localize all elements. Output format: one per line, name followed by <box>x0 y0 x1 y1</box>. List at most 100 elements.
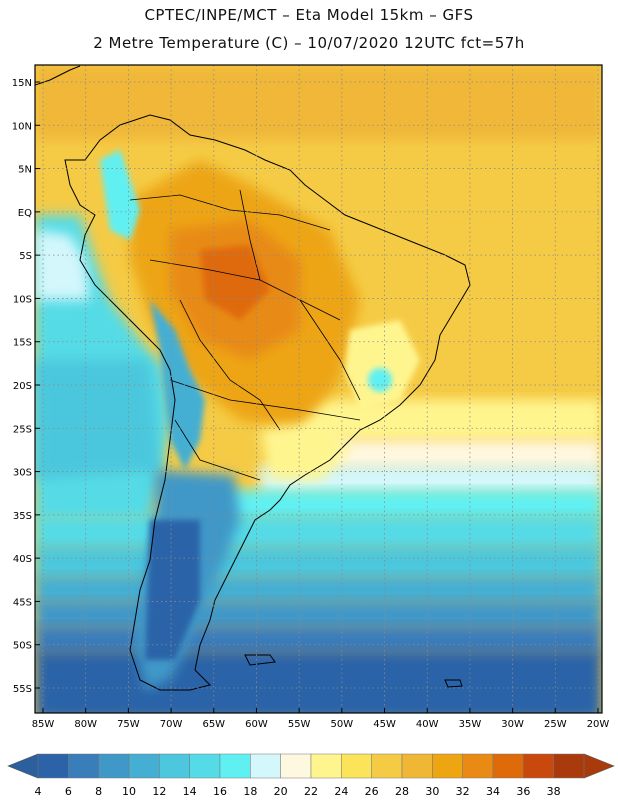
lat-label: 25S <box>13 424 32 435</box>
lon-label: 25W <box>544 719 567 730</box>
falklands <box>244 654 276 666</box>
colorbar-swatch <box>401 753 433 779</box>
field-north-warm <box>35 65 602 140</box>
lat-label: 10N <box>12 121 32 132</box>
colorbar-label: 28 <box>395 785 409 798</box>
colorbar-label: 18 <box>243 785 257 798</box>
coastlines <box>35 65 471 691</box>
border-line-1 <box>129 194 331 231</box>
border-line-4 <box>169 379 361 421</box>
colorbar-label: 20 <box>274 785 288 798</box>
longitude-labels: 85W 80W 75W 70W 65W 60W 55W 50W 45W 40W 35W 30W 25W 2… <box>32 719 610 730</box>
colorbar-swatch <box>553 753 585 779</box>
lat-label: 40S <box>13 554 32 565</box>
colorbar-label: 6 <box>65 785 72 798</box>
colorbar-label: 14 <box>183 785 197 798</box>
colorbar-label: 16 <box>213 785 227 798</box>
colorbar-label: 12 <box>152 785 166 798</box>
lon-label: 60W <box>245 719 268 730</box>
lon-label: 75W <box>117 719 140 730</box>
field-atl-24 <box>300 400 602 440</box>
map-title-line1: CPTEC/INPE/MCT – Eta Model 15km – GFS <box>144 6 474 24</box>
field-atl-12 <box>35 545 602 580</box>
field-highlands-24 <box>345 320 420 410</box>
colorbar-swatch <box>310 753 342 779</box>
temperature-field <box>35 65 602 713</box>
colorbar-label: 4 <box>35 785 42 798</box>
colorbar-label: 10 <box>122 785 136 798</box>
lat-label: 20S <box>13 381 32 392</box>
field-continent-34 <box>200 245 270 320</box>
colorbar-swatch <box>159 753 190 779</box>
map-frame <box>34 64 603 714</box>
field-atl-4 <box>35 650 602 713</box>
lon-label: 30W <box>501 719 524 730</box>
colorbar-label: 38 <box>547 785 561 798</box>
south-america-outline <box>64 114 471 691</box>
lon-label: 80W <box>74 719 97 730</box>
colorbar-swatch <box>371 753 403 779</box>
field-south-brazil-24 <box>260 420 350 480</box>
colorbar-label: 22 <box>304 785 318 798</box>
field-patagonia-4 <box>145 520 200 660</box>
colorbar-swatch <box>432 753 463 779</box>
map-title-line2: 2 Metre Temperature (C) – 10/07/2020 12U… <box>93 34 525 52</box>
lon-label: 35W <box>459 719 482 730</box>
lat-label: 15S <box>13 338 32 349</box>
colorbar-label: 8 <box>95 785 102 798</box>
colorbar-label: 32 <box>456 785 470 798</box>
field-pacific-12 <box>35 360 160 480</box>
colorbar-swatch <box>523 753 554 779</box>
colorbar-swatch <box>219 753 251 779</box>
colorbar-label: 24 <box>334 785 348 798</box>
border-line-5 <box>239 189 261 281</box>
field-highlands-16 <box>368 368 392 392</box>
border-line-7 <box>174 419 261 481</box>
border-line-3 <box>179 299 281 431</box>
colorbar-label: 26 <box>365 785 379 798</box>
lon-label: 45W <box>373 719 396 730</box>
colorbar-swatch <box>280 753 312 779</box>
field-atl-14 <box>35 515 602 550</box>
lat-label: 35S <box>13 511 32 522</box>
lat-label: 55S <box>13 684 32 695</box>
colorbar-label: 34 <box>486 785 500 798</box>
lat-label: 30S <box>13 468 32 479</box>
south-georgia <box>444 679 463 688</box>
colorbar-swatch <box>250 753 281 779</box>
lat-label: 5N <box>18 165 32 176</box>
lat-label: 10S <box>13 294 32 305</box>
colorbar-right-arrow <box>583 753 615 779</box>
lon-label: 55W <box>288 719 311 730</box>
lat-label: 15N <box>12 78 32 89</box>
lon-label: 40W <box>416 719 439 730</box>
field-andes-central <box>150 300 205 470</box>
colorbar-swatch <box>492 753 524 779</box>
lat-label: 5S <box>19 251 32 262</box>
lon-label: 85W <box>32 719 55 730</box>
colorbar-label: 30 <box>425 785 439 798</box>
lon-label: 20W <box>587 719 610 730</box>
colorbar-swatch <box>128 753 160 779</box>
lat-label: 50S <box>13 641 32 652</box>
colorbar-swatch <box>341 753 372 779</box>
colorbar-label: 36 <box>516 785 530 798</box>
colorbar-swatch <box>98 753 130 779</box>
lon-label: 65W <box>202 719 225 730</box>
field-andes-north <box>100 150 140 240</box>
colorbar-left-arrow <box>7 753 39 779</box>
colorbar-swatch <box>37 753 69 779</box>
colorbar: 4 6 8 10 12 14 16 18 20 22 24 26 28 30 32 34 36 38 <box>7 753 615 798</box>
colorbar-swatch <box>68 753 99 779</box>
lon-label: 70W <box>160 719 183 730</box>
colorbar-swatch <box>462 753 494 779</box>
lon-label: 50W <box>331 719 354 730</box>
lat-label: 45S <box>13 597 32 608</box>
graticule <box>35 65 602 713</box>
field-pacific-18 <box>35 230 90 300</box>
lat-label: EQ <box>18 208 32 219</box>
border-line-6 <box>299 299 361 401</box>
latitude-labels: 15N 10N 5N EQ 5S 10S 15S 20S 25S 30S 35S 40S 45S 50S 5… <box>12 78 32 695</box>
